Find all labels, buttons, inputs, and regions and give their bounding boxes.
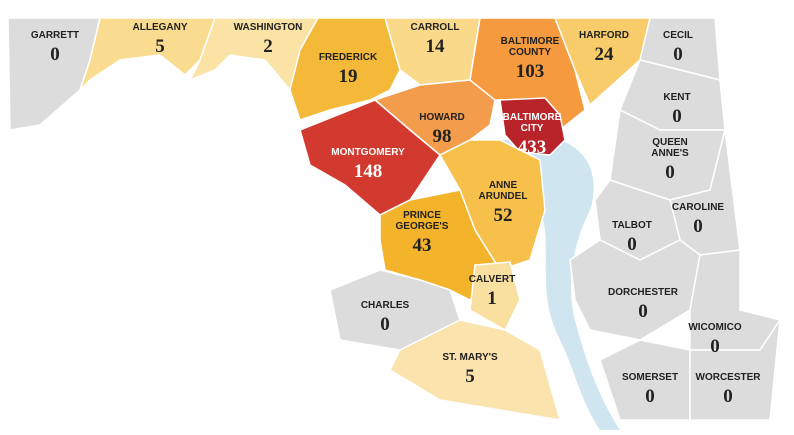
county-name: WASHINGTON: [234, 22, 303, 33]
county-value: 0: [638, 301, 648, 322]
county-name: MONTGOMERY: [331, 147, 405, 158]
county-name: KENT: [663, 92, 690, 103]
county-value: 0: [673, 44, 683, 65]
county-name: COUNTY: [509, 47, 552, 58]
county-value: 43: [413, 235, 432, 256]
county-name: FREDERICK: [319, 52, 378, 63]
county-name: HARFORD: [579, 30, 629, 41]
county-name: ST. MARY'S: [442, 352, 498, 363]
county-value: 1: [487, 288, 497, 309]
county-name: HOWARD: [419, 112, 465, 123]
county-value: 24: [595, 44, 615, 65]
county-name: TALBOT: [612, 220, 652, 231]
county: [689, 249, 782, 351]
county-name: GEORGE'S: [396, 221, 449, 232]
county-name: ANNE'S: [651, 148, 689, 159]
county-value: 0: [380, 314, 390, 335]
county-value: 0: [665, 162, 675, 183]
county-value: 0: [693, 216, 703, 237]
county-name: CAROLINE: [672, 202, 725, 213]
county-name: CARROLL: [411, 22, 460, 33]
county-name: ARUNDEL: [479, 191, 528, 202]
county-value: 2: [263, 36, 273, 57]
bay: [500, 140, 620, 430]
county-name: ANNE: [489, 180, 518, 191]
county-name: DORCHESTER: [608, 287, 679, 298]
county-value: 0: [672, 106, 682, 127]
county-name: SOMERSET: [622, 372, 678, 383]
county-value: 0: [710, 336, 720, 357]
county-value: 14: [426, 36, 446, 57]
county-name: CITY: [521, 123, 544, 134]
county: [469, 261, 521, 332]
county-name: CHARLES: [361, 300, 410, 311]
county-name: QUEEN: [652, 137, 688, 148]
county-value: 5: [155, 36, 165, 57]
county: [689, 319, 781, 421]
county: [553, 17, 651, 107]
county-name: PRINCE: [403, 210, 441, 221]
county-name: CALVERT: [469, 274, 515, 285]
county-value: 103: [516, 61, 545, 82]
county-value: 0: [645, 386, 655, 407]
county-value: 52: [494, 205, 513, 226]
county-value: 19: [339, 66, 358, 87]
county-name: CECIL: [663, 30, 693, 41]
county: [499, 97, 566, 156]
county-value: 0: [627, 234, 637, 255]
county-value: 0: [50, 44, 60, 65]
county-name: ALLEGANY: [133, 22, 188, 33]
county-name: WICOMICO: [688, 322, 742, 333]
county-value: 98: [433, 126, 452, 147]
county: [329, 269, 461, 351]
county: [389, 319, 562, 421]
county-name: BALTIMORE: [501, 36, 560, 47]
county-value: 0: [723, 386, 733, 407]
county-name: GARRETT: [31, 30, 79, 41]
county-value: 148: [354, 161, 383, 182]
county-value: 5: [465, 366, 475, 387]
county-value: 433: [518, 137, 547, 158]
county-name: BALTIMORE: [503, 112, 562, 123]
county-name: WORCESTER: [696, 372, 762, 383]
